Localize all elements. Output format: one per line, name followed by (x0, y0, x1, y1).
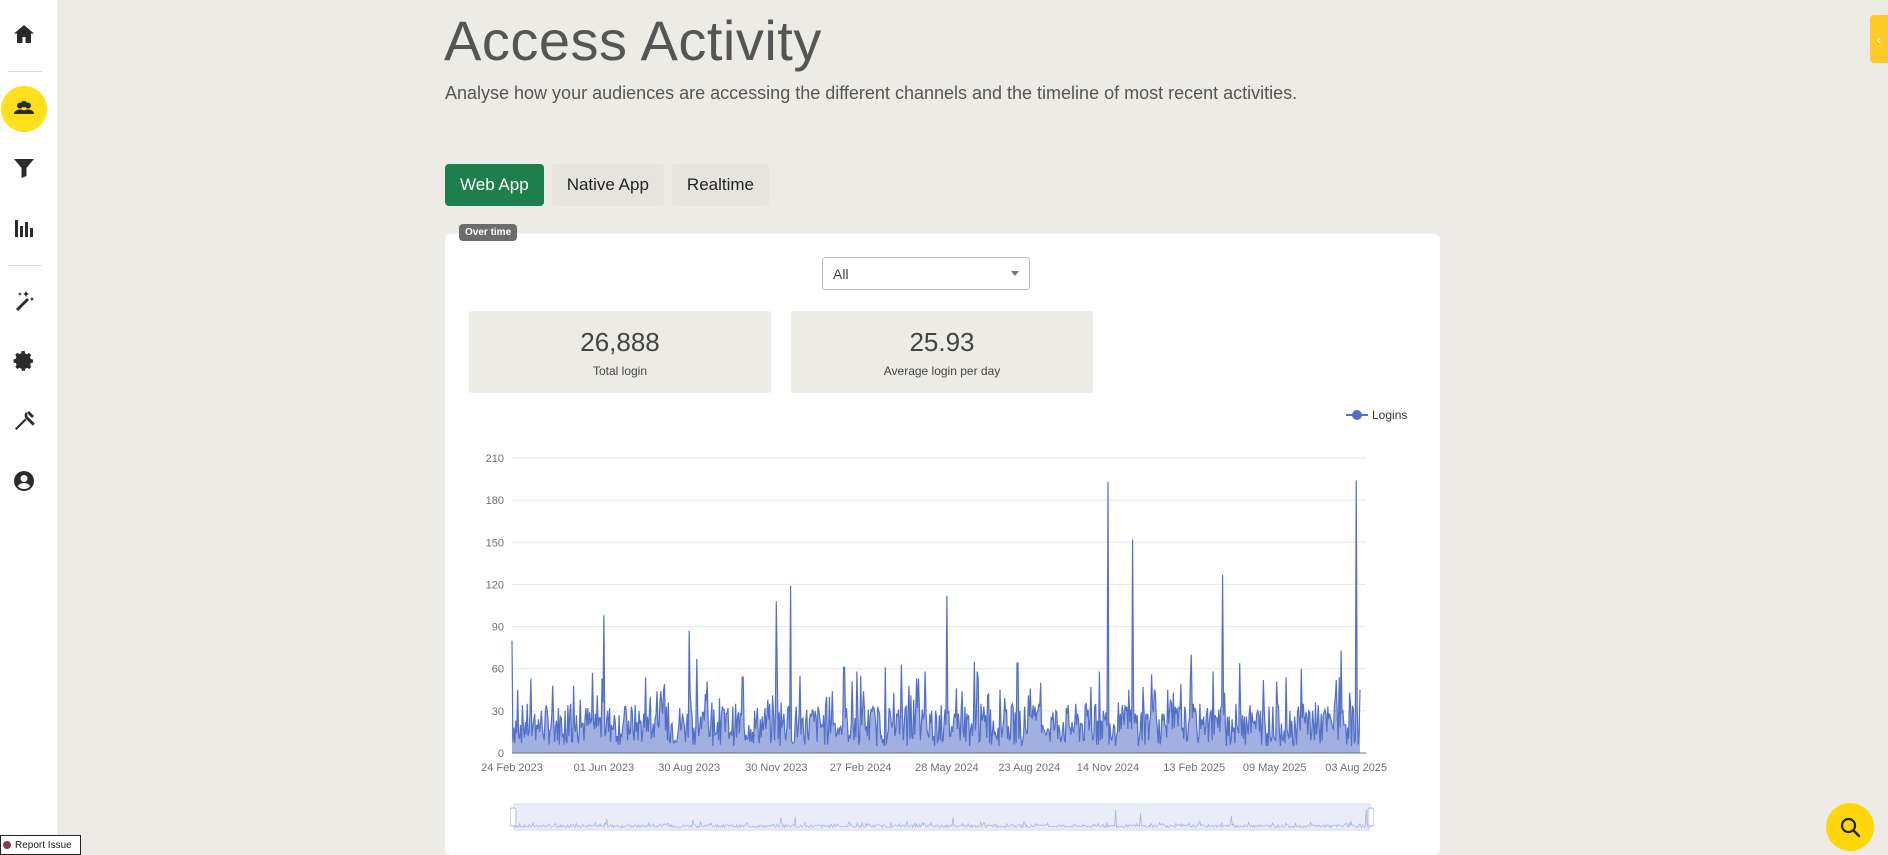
page-subtitle: Analyse how your audiences are accessing… (445, 83, 1297, 104)
x-tick-label: 14 Nov 2024 (1077, 762, 1139, 774)
slider-handle-right[interactable] (1368, 808, 1374, 826)
x-tick-label: 27 Feb 2024 (830, 762, 892, 774)
y-tick-label: 120 (486, 579, 504, 591)
report-issue-button[interactable]: Report Issue (0, 835, 81, 855)
stat-label: Total login (593, 364, 647, 378)
sidebar-divider (8, 71, 42, 72)
legend-label: Logins (1372, 408, 1407, 422)
zoom-slider[interactable] (510, 800, 1374, 836)
stat-value: 26,888 (580, 327, 660, 358)
search-icon (1838, 815, 1862, 839)
report-issue-label: Report Issue (15, 840, 72, 851)
stat-average-login: 25.93 Average login per day (791, 311, 1093, 393)
legend-marker-icon (1346, 409, 1368, 421)
x-tick-label: 01 Jun 2023 (574, 762, 635, 774)
x-tick-label: 13 Feb 2025 (1163, 762, 1225, 774)
x-tick-label: 30 Nov 2023 (745, 762, 807, 774)
x-tick-label: 28 May 2024 (915, 762, 979, 774)
tools-icon[interactable] (1, 398, 47, 444)
tab-native-app[interactable]: Native App (552, 164, 664, 206)
y-tick-label: 90 (492, 622, 504, 634)
bug-icon (3, 841, 11, 849)
x-tick-label: 03 Aug 2025 (1325, 762, 1387, 774)
stat-label: Average login per day (884, 364, 1001, 378)
y-tick-label: 0 (498, 748, 504, 760)
y-tick-label: 180 (486, 495, 504, 507)
select-value: All (833, 266, 849, 282)
channel-tabs: Web App Native App Realtime (445, 164, 769, 206)
x-tick-label: 09 May 2025 (1243, 762, 1307, 774)
audience-filter-select[interactable]: All (822, 257, 1030, 290)
x-tick-label: 23 Aug 2024 (998, 762, 1060, 774)
y-tick-label: 150 (486, 537, 504, 549)
chart-legend[interactable]: Logins (1346, 408, 1407, 422)
search-fab[interactable] (1826, 803, 1874, 851)
magic-wand-icon[interactable] (1, 278, 47, 324)
sidebar-divider (8, 265, 42, 266)
y-tick-label: 60 (492, 664, 504, 676)
home-icon[interactable] (1, 11, 47, 57)
x-tick-label: 24 Feb 2023 (481, 762, 543, 774)
over-time-badge: Over time (459, 224, 517, 241)
sidebar (0, 0, 57, 855)
filter-icon[interactable] (1, 145, 47, 191)
slider-handle-left[interactable] (510, 808, 516, 826)
y-tick-label: 210 (486, 453, 504, 465)
tab-web-app[interactable]: Web App (445, 164, 544, 206)
y-tick-label: 30 (492, 706, 504, 718)
stat-value: 25.93 (909, 327, 974, 358)
tab-realtime[interactable]: Realtime (672, 164, 769, 206)
page-title: Access Activity (444, 8, 822, 73)
x-tick-label: 30 Aug 2023 (658, 762, 720, 774)
logins-chart: 0 30 60 90 120 150 180 210 24 Feb 2023 01 Jun 202… (470, 440, 1410, 780)
audience-icon[interactable] (1, 86, 47, 132)
series-line-logins (512, 481, 1360, 747)
chevron-left-icon[interactable]: ‹ (1870, 15, 1888, 63)
gear-icon[interactable] (1, 338, 47, 384)
bar-chart-icon[interactable] (1, 205, 47, 251)
stat-total-login: 26,888 Total login (469, 311, 771, 393)
user-circle-icon[interactable] (1, 458, 47, 504)
chevron-down-icon (1011, 271, 1019, 276)
